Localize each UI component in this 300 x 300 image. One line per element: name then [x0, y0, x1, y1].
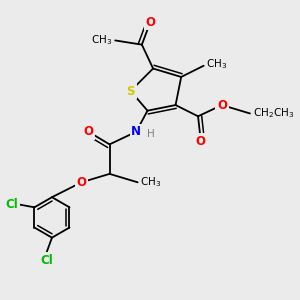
Text: O: O [83, 125, 94, 138]
Text: O: O [76, 176, 86, 189]
Text: Cl: Cl [40, 254, 53, 267]
Text: N: N [131, 125, 141, 138]
Text: CH$_3$: CH$_3$ [140, 176, 162, 189]
Text: O: O [196, 135, 206, 148]
Text: H: H [147, 129, 155, 139]
Text: CH$_3$: CH$_3$ [206, 57, 228, 71]
Text: CH$_2$CH$_3$: CH$_2$CH$_3$ [253, 106, 294, 120]
Text: O: O [217, 98, 227, 112]
Text: O: O [145, 16, 155, 29]
Text: CH$_3$: CH$_3$ [91, 34, 112, 47]
Text: S: S [126, 85, 135, 98]
Text: Cl: Cl [6, 198, 18, 211]
